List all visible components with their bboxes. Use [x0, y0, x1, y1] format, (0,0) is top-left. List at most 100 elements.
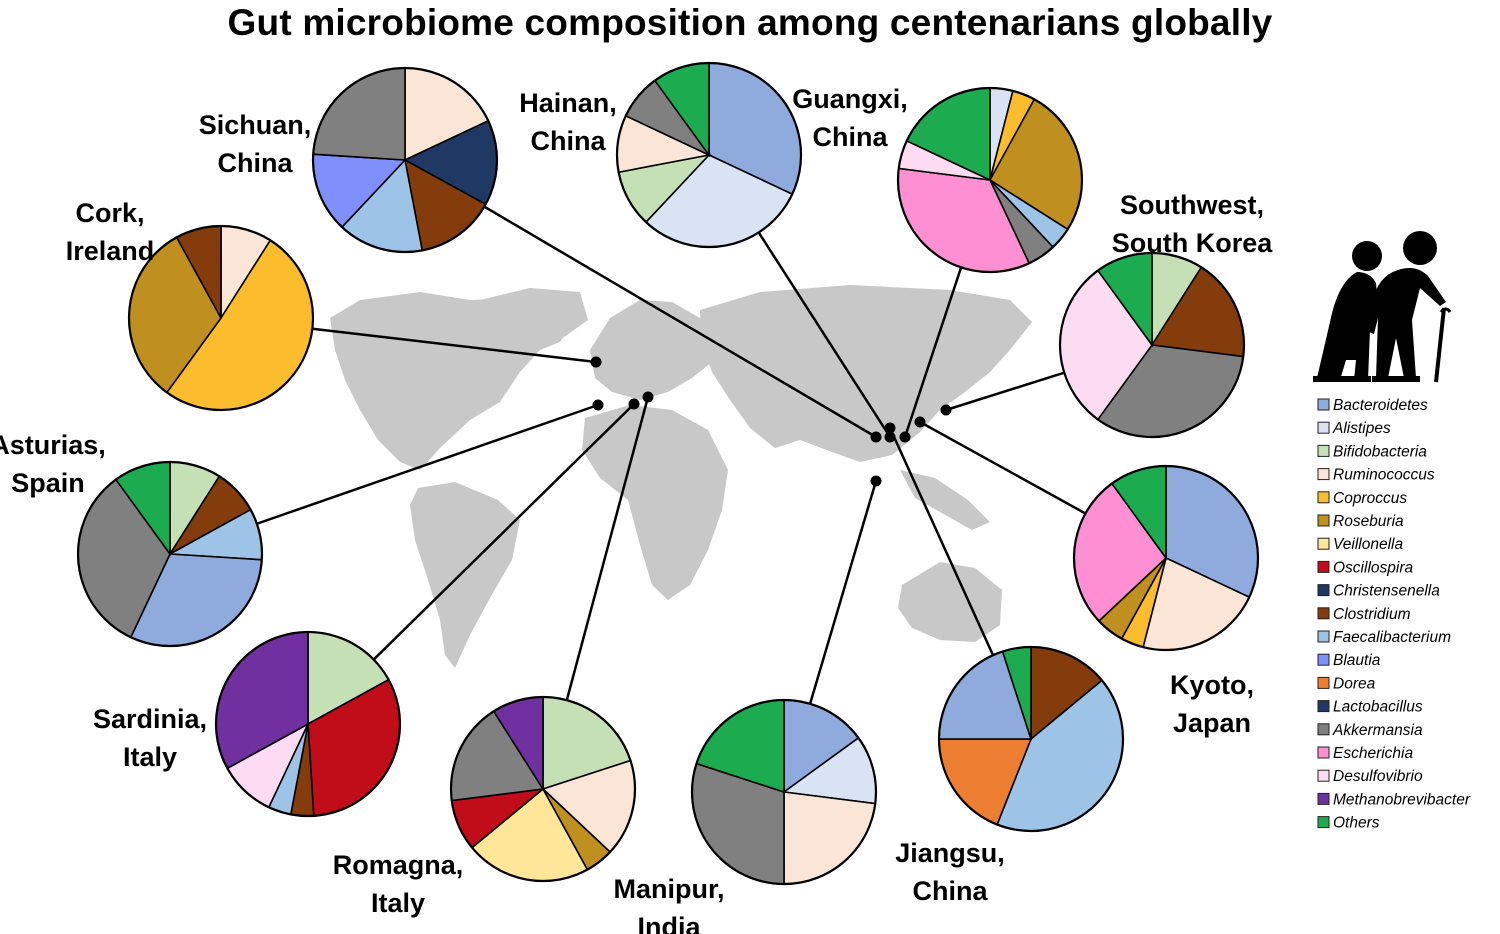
connector-manipur-india — [808, 480, 878, 705]
connector-guangxi-china — [903, 266, 963, 438]
legend-label-bacteroidetes: Bacteroidetes — [1333, 397, 1428, 414]
location-dot-sardinia-italy — [628, 398, 640, 410]
continent-north-america — [330, 292, 575, 470]
legend-label-dorea: Dorea — [1333, 675, 1376, 692]
continent-south-america — [410, 482, 520, 668]
pie-outline-kyoto-japan — [1072, 464, 1260, 652]
legend-label-clostridium: Clostridium — [1333, 606, 1411, 623]
location-label-manipur-india: Manipur, India — [613, 874, 724, 934]
connector-sardinia-italy — [372, 403, 635, 661]
location-dot-cork-ireland — [590, 356, 602, 368]
connector-hainan-china — [757, 231, 892, 438]
legend-label-escherichia: Escherichia — [1333, 745, 1413, 762]
legend-swatch-roseburia — [1317, 514, 1330, 527]
legend-label-others: Others — [1333, 815, 1380, 832]
legend-swatch-methanobrevibacter — [1317, 792, 1330, 805]
continent-africa — [582, 405, 728, 600]
legend-swatch-akkermansia — [1317, 723, 1330, 736]
pie-outline-jiangsu-china — [937, 645, 1125, 833]
legend-swatch-christensenella — [1317, 584, 1330, 597]
legend-swatch-faecalibacterium — [1317, 630, 1330, 643]
connector-lines — [256, 205, 1087, 705]
legend-swatch-others — [1317, 816, 1330, 829]
legend-label-ruminococcus: Ruminococcus — [1333, 467, 1435, 484]
legend-label-methanobrevibacter: Methanobrevibacter — [1333, 791, 1471, 808]
legend-label-bifidobacteria: Bifidobacteria — [1333, 443, 1427, 460]
location-label-sardinia-italy: Sardinia, Italy — [93, 704, 207, 772]
legend-swatch-lactobacillus — [1317, 700, 1330, 713]
slice-manipur-india-ruminococcus — [783, 791, 877, 885]
location-label-hainan-china: Hainan, China — [519, 88, 617, 156]
pie-asturias-spain — [76, 460, 264, 648]
pie-hainan-china — [615, 61, 803, 249]
pie-romagna-italy — [449, 695, 637, 883]
continent-australia — [898, 562, 1002, 642]
legend-swatch-bifidobacteria — [1317, 444, 1330, 457]
legend-swatch-alistipes — [1317, 421, 1330, 434]
legend-swatch-ruminococcus — [1317, 468, 1330, 481]
pie-guangxi-china — [896, 86, 1084, 274]
pie-outline-southwest-south-korea — [1058, 251, 1246, 439]
location-label-cork-ireland: Cork, Ireland — [66, 198, 155, 266]
legend-swatch-veillonella — [1317, 537, 1330, 550]
pie-manipur-india — [690, 698, 878, 886]
legend-label-coproccus: Coproccus — [1333, 490, 1407, 507]
location-label-jiangsu-china: Jiangsu, China — [895, 838, 1005, 906]
legend-label-desulfovibrio: Desulfovibrio — [1333, 768, 1423, 785]
continent-europe — [590, 300, 718, 400]
pie-outline-sardinia-italy — [214, 630, 402, 818]
pie-outline-manipur-india — [690, 698, 878, 886]
pie-sardinia-italy — [214, 630, 402, 818]
pie-outline-sichuan-china — [311, 66, 499, 254]
location-dot-sichuan-china — [870, 431, 882, 443]
legend-swatch-clostridium — [1317, 607, 1330, 620]
legend-label-veillonella: Veillonella — [1333, 536, 1403, 553]
continent-southeast-asia — [900, 470, 990, 530]
pie-cork-ireland — [127, 224, 315, 412]
location-dot-kyoto-japan — [914, 416, 926, 428]
legend-swatch-escherichia — [1317, 746, 1330, 759]
chart-title: Gut microbiome composition among centena… — [227, 2, 1273, 43]
legend-swatch-blautia — [1317, 653, 1330, 666]
legend-label-blautia: Blautia — [1333, 652, 1381, 669]
world-map — [330, 285, 1032, 668]
legend: Bacteroidetes Alistipes Bifidobacteria Rumi… — [1317, 397, 1471, 832]
connector-jiangsu-china — [888, 427, 995, 656]
pie-outline-guangxi-china — [896, 86, 1084, 274]
legend-swatch-oscillospira — [1317, 560, 1330, 573]
connector-southwest-south-korea — [945, 371, 1065, 412]
location-dot-asturias-spain — [592, 399, 604, 411]
legend-swatch-desulfovibrio — [1317, 769, 1330, 782]
connector-romagna-italy — [565, 396, 650, 701]
location-label-guangxi-china: Guangxi, China — [792, 84, 908, 152]
pie-sichuan-china — [311, 66, 499, 254]
legend-label-alistipes: Alistipes — [1332, 420, 1391, 437]
pie-outline-asturias-spain — [76, 460, 264, 648]
continent-greenland — [480, 288, 588, 340]
pie-jiangsu-china — [937, 645, 1125, 833]
pie-kyoto-japan — [1072, 464, 1260, 652]
location-dot-manipur-india — [870, 475, 882, 487]
connector-kyoto-japan — [919, 420, 1087, 515]
pie-outline-cork-ireland — [127, 224, 315, 412]
location-dot-romagna-italy — [642, 391, 654, 403]
legend-label-lactobacillus: Lactobacillus — [1333, 699, 1423, 716]
location-dot-southwest-south-korea — [940, 404, 952, 416]
location-dot-jiangsu-china — [884, 422, 896, 434]
legend-swatch-coproccus — [1317, 491, 1330, 504]
legend-label-oscillospira: Oscillospira — [1333, 559, 1413, 576]
connector-cork-ireland — [312, 327, 597, 364]
pie-charts — [76, 61, 1260, 886]
location-label-southwest-south-korea: Southwest, South Korea — [1112, 190, 1273, 258]
elderly-couple-icon — [1313, 231, 1452, 383]
legend-label-christensenella: Christensenella — [1333, 583, 1440, 600]
location-labels: Sichuan, China Hainan, China Guangxi, China Co… — [0, 84, 1273, 934]
pie-outline-hainan-china — [615, 61, 803, 249]
pie-outline-romagna-italy — [449, 695, 637, 883]
location-label-sichuan-china: Sichuan, China — [199, 110, 312, 178]
legend-label-roseburia: Roseburia — [1333, 513, 1404, 530]
legend-swatch-dorea — [1317, 676, 1330, 689]
location-label-kyoto-japan: Kyoto, Japan — [1170, 670, 1254, 738]
legend-label-akkermansia: Akkermansia — [1332, 722, 1423, 739]
